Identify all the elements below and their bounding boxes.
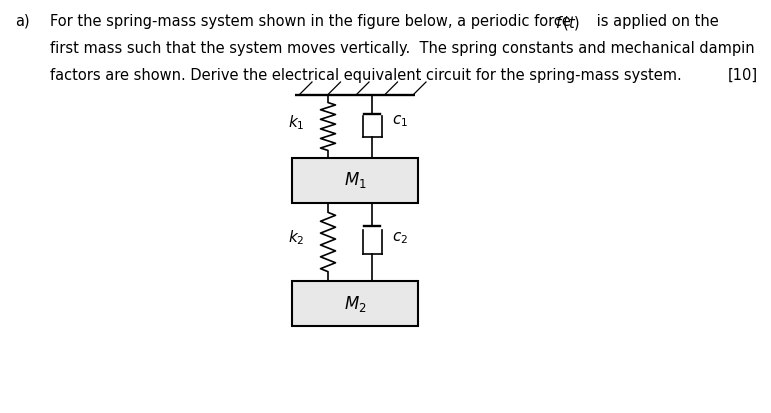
Text: For the spring-mass system shown in the figure below, a periodic force: For the spring-mass system shown in the … — [50, 14, 575, 29]
Text: [10]: [10] — [728, 68, 758, 83]
Text: $f\,(t)$: $f\,(t)$ — [554, 14, 580, 32]
Text: $c_2$: $c_2$ — [392, 230, 408, 246]
Text: first mass such that the system moves vertically.  The spring constants and mech: first mass such that the system moves ve… — [50, 41, 755, 56]
Bar — [292, 281, 418, 326]
Text: is applied on the: is applied on the — [592, 14, 719, 29]
Text: $M_2$: $M_2$ — [344, 294, 366, 313]
Text: factors are shown. Derive the electrical equivalent circuit for the spring-mass : factors are shown. Derive the electrical… — [50, 68, 682, 83]
Text: a): a) — [15, 14, 29, 29]
Text: $k_1$: $k_1$ — [288, 113, 305, 132]
Bar — [292, 158, 418, 203]
Text: $M_1$: $M_1$ — [344, 171, 366, 190]
Text: $c_1$: $c_1$ — [392, 114, 408, 129]
Text: $k_2$: $k_2$ — [288, 229, 305, 247]
